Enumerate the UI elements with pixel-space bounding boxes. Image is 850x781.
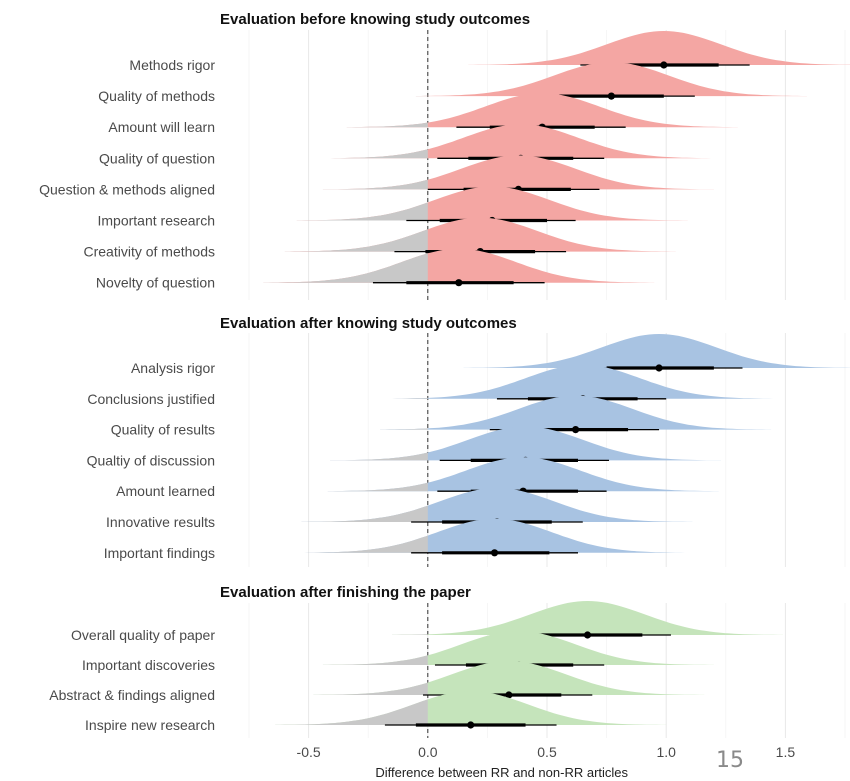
- density-important-findings: [299, 518, 691, 553]
- density-quality-of-question: [325, 124, 717, 159]
- row-label: Abstract & findings aligned: [49, 687, 215, 703]
- row-label: Novelty of question: [96, 275, 215, 291]
- density-novelty-of-question: [263, 248, 655, 283]
- point-estimate: [505, 691, 513, 699]
- point-estimate: [467, 721, 475, 729]
- point-estimate: [660, 61, 668, 69]
- density-important-research: [296, 186, 688, 221]
- row-label: Amount learned: [116, 483, 215, 499]
- density-conclusions-justified: [387, 364, 779, 399]
- density-negative-region: [299, 535, 428, 553]
- row-label: Amount will learn: [108, 119, 215, 135]
- density-methods-rigor: [468, 31, 850, 65]
- density-question-methods-aligned: [322, 155, 714, 190]
- row-label: Important findings: [104, 545, 215, 561]
- density-amount-will-learn: [346, 93, 738, 128]
- point-estimate: [455, 279, 463, 287]
- x-tick-label: 0.0: [418, 744, 438, 760]
- row-label: Methods rigor: [129, 57, 215, 73]
- density-negative-region: [296, 202, 428, 221]
- point-estimate: [490, 549, 499, 557]
- density-abstract-findings-aligned: [313, 661, 705, 695]
- row-label: Inspire new research: [85, 717, 215, 733]
- density-innovative-results: [301, 488, 693, 522]
- point-estimate: [655, 364, 663, 372]
- row-label: Important discoveries: [82, 657, 215, 673]
- density-negative-region: [330, 452, 428, 461]
- density-negative-region: [346, 122, 428, 128]
- density-negative-region: [325, 149, 428, 159]
- row-label: Creativity of methods: [84, 244, 216, 260]
- row-label: Quality of results: [111, 422, 215, 438]
- density-negative-region: [392, 634, 428, 635]
- point-estimate: [583, 631, 592, 639]
- density-important-discoveries: [322, 631, 714, 665]
- density-overall-quality-of-paper: [392, 601, 784, 635]
- row-label: Quality of methods: [98, 88, 215, 104]
- density-analysis-rigor: [463, 334, 850, 368]
- density-negative-region: [284, 229, 428, 252]
- row-label: Conclusions justified: [87, 391, 215, 407]
- density-negative-region: [322, 179, 428, 190]
- density-inspire-new-research: [275, 691, 667, 725]
- panel-title: Evaluation after knowing study outcomes: [220, 315, 517, 332]
- point-estimate: [607, 92, 615, 100]
- density-negative-region: [387, 397, 428, 399]
- density-negative-region: [275, 699, 428, 725]
- density-negative-region: [263, 253, 428, 283]
- density-qualtiy-of-discussion: [330, 426, 722, 461]
- density-creativity-of-methods: [284, 217, 676, 252]
- x-tick-label: 1.5: [776, 744, 796, 760]
- density-negative-region: [415, 95, 428, 97]
- point-estimate: [572, 426, 580, 434]
- x-tick-label: 1.0: [656, 744, 676, 760]
- density-negative-region: [301, 505, 428, 522]
- density-negative-region: [322, 655, 428, 665]
- row-label: Analysis rigor: [131, 360, 215, 376]
- x-axis-label: Difference between RR and non-RR article…: [375, 765, 628, 780]
- density-quality-of-methods: [415, 62, 807, 97]
- panel-title: Evaluation after finishing the paper: [220, 584, 471, 601]
- row-label: Important research: [98, 213, 216, 229]
- density-negative-region: [327, 482, 428, 492]
- slide-number: 15: [716, 748, 744, 773]
- x-tick-label: 0.5: [537, 744, 557, 760]
- density-negative-region: [380, 428, 428, 430]
- x-tick-label: -0.5: [297, 744, 321, 760]
- row-label: Question & methods aligned: [39, 181, 215, 197]
- density-quality-of-results: [380, 395, 772, 430]
- density-negative-region: [313, 682, 428, 695]
- row-label: Overall quality of paper: [71, 627, 215, 643]
- row-label: Quality of question: [99, 150, 215, 166]
- panel-title: Evaluation before knowing study outcomes: [220, 11, 530, 28]
- row-label: Qualtiy of discussion: [87, 452, 215, 468]
- row-label: Innovative results: [106, 514, 215, 530]
- density-amount-learned: [327, 457, 719, 492]
